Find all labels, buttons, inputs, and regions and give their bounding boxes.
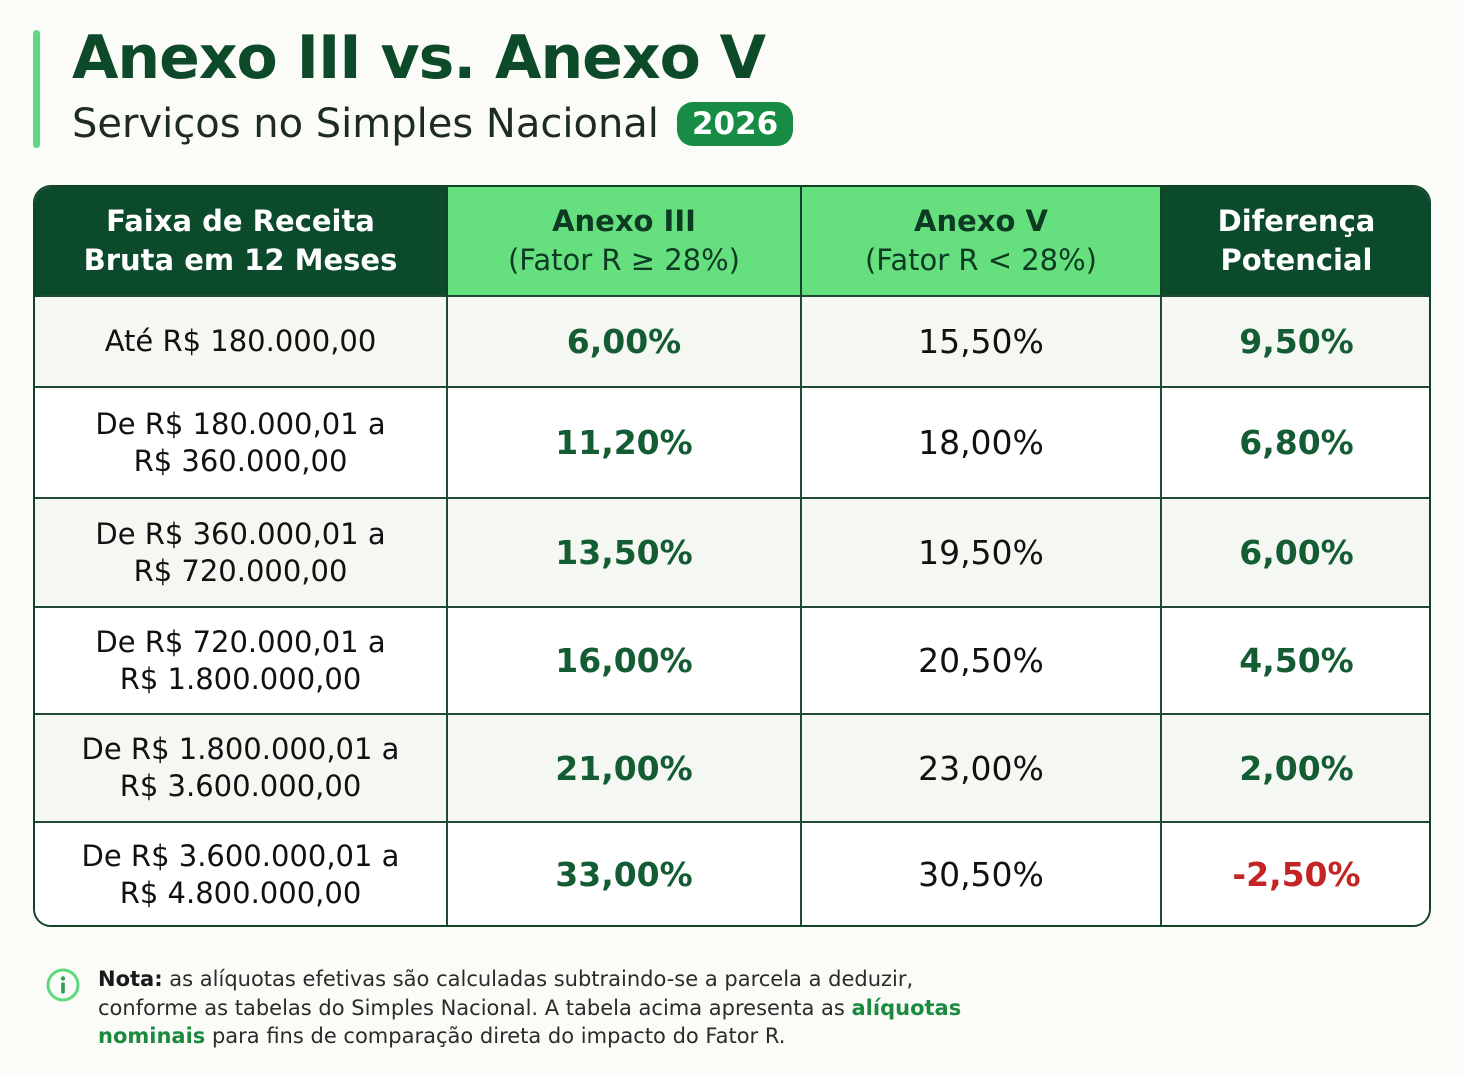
page-title: Anexo III vs. Anexo V bbox=[72, 23, 766, 93]
comparison-table: Faixa de Receita Bruta em 12 Meses Anexo… bbox=[33, 185, 1431, 927]
header-anexo-v-line1: Anexo V bbox=[914, 204, 1048, 238]
difference-cell: 6,00% bbox=[1161, 497, 1429, 607]
header-revenue-range-line2: Bruta em 12 Meses bbox=[83, 243, 398, 277]
difference-cell: 2,00% bbox=[1161, 713, 1429, 822]
revenue-range-line2: R$ 3.600.000,00 bbox=[119, 769, 362, 803]
revenue-range-cell: De R$ 720.000,01 a R$ 1.800.000,00 bbox=[35, 606, 448, 714]
difference-cell: 4,50% bbox=[1161, 606, 1429, 714]
difference-cell-negative: -2,50% bbox=[1161, 821, 1429, 925]
footnote-highlight: alíquotas nominais bbox=[98, 995, 962, 1049]
header-potential-difference-line2: Potencial bbox=[1220, 243, 1373, 277]
table-header-row: Faixa de Receita Bruta em 12 Meses Anexo… bbox=[35, 187, 1429, 296]
anexo-iii-rate-cell: 6,00% bbox=[447, 295, 802, 387]
revenue-range-cell: De R$ 360.000,01 a R$ 720.000,00 bbox=[35, 497, 448, 607]
revenue-range-line1: Até R$ 180.000,00 bbox=[104, 324, 377, 358]
revenue-range-line1: De R$ 180.000,01 a bbox=[95, 406, 386, 441]
title-accent-bar bbox=[33, 30, 40, 148]
header-revenue-range: Faixa de Receita Bruta em 12 Meses bbox=[35, 187, 448, 296]
difference-cell: 6,80% bbox=[1161, 386, 1429, 498]
anexo-iii-rate-cell: 16,00% bbox=[447, 606, 802, 714]
table-row: De R$ 180.000,01 a R$ 360.000,00 11,20% … bbox=[35, 386, 1429, 498]
table-row: De R$ 360.000,01 a R$ 720.000,00 13,50% … bbox=[35, 497, 1429, 607]
revenue-range-line1: De R$ 720.000,01 a bbox=[95, 624, 386, 659]
subtitle-row: Serviços no Simples Nacional 2026 bbox=[72, 98, 794, 150]
anexo-iii-rate-cell: 13,50% bbox=[447, 497, 802, 607]
anexo-v-rate-cell: 15,50% bbox=[801, 295, 1162, 387]
anexo-iii-rate-cell: 33,00% bbox=[447, 821, 802, 925]
page-subtitle: Serviços no Simples Nacional bbox=[72, 101, 659, 147]
year-badge: 2026 bbox=[676, 102, 794, 146]
revenue-range-line2: R$ 4.800.000,00 bbox=[119, 875, 362, 910]
revenue-range-cell: Até R$ 180.000,00 bbox=[35, 295, 448, 387]
header-anexo-v-line2: (Fator R < 28%) bbox=[864, 243, 1097, 277]
revenue-range-line2: R$ 1.800.000,00 bbox=[119, 661, 362, 696]
header-potential-difference-line1: Diferença bbox=[1217, 204, 1376, 238]
anexo-v-rate-cell: 18,00% bbox=[801, 386, 1162, 498]
info-icon bbox=[46, 968, 80, 1002]
header-anexo-iii-line2: (Fator R ≥ 28%) bbox=[507, 243, 740, 277]
anexo-iii-rate-cell: 11,20% bbox=[447, 386, 802, 498]
table-row: De R$ 720.000,01 a R$ 1.800.000,00 16,00… bbox=[35, 606, 1429, 714]
anexo-iii-rate-cell: 21,00% bbox=[447, 713, 802, 822]
header-anexo-iii-line1: Anexo III bbox=[552, 204, 696, 238]
revenue-range-line2: R$ 720.000,00 bbox=[133, 553, 348, 588]
footnote-text: Nota: as alíquotas efetivas são calculad… bbox=[98, 965, 986, 1051]
header-potential-difference: Diferença Potencial bbox=[1161, 187, 1429, 296]
revenue-range-line1: De R$ 3.600.000,01 a bbox=[81, 838, 400, 873]
table-row: De R$ 3.600.000,01 a R$ 4.800.000,00 33,… bbox=[35, 821, 1429, 925]
revenue-range-cell: De R$ 180.000,01 a R$ 360.000,00 bbox=[35, 386, 448, 498]
footnote-text-part2: para fins de comparação direta do impact… bbox=[205, 1024, 786, 1048]
anexo-v-rate-cell: 23,00% bbox=[801, 713, 1162, 822]
table-row: Até R$ 180.000,00 6,00% 15,50% 9,50% bbox=[35, 295, 1429, 387]
revenue-range-line1: De R$ 360.000,01 a bbox=[95, 516, 386, 551]
table-row: De R$ 1.800.000,01 a R$ 3.600.000,00 21,… bbox=[35, 713, 1429, 822]
footnote: Nota: as alíquotas efetivas são calculad… bbox=[46, 965, 986, 1051]
header-revenue-range-line1: Faixa de Receita bbox=[106, 204, 375, 238]
revenue-range-line1: De R$ 1.800.000,01 a bbox=[81, 732, 400, 766]
footnote-text-part1: as alíquotas efetivas são calculadas sub… bbox=[98, 967, 914, 1020]
footnote-label: Nota: bbox=[98, 967, 163, 991]
anexo-v-rate-cell: 20,50% bbox=[801, 606, 1162, 714]
header-anexo-iii: Anexo III (Fator R ≥ 28%) bbox=[447, 187, 802, 296]
header-anexo-v: Anexo V (Fator R < 28%) bbox=[801, 187, 1162, 296]
revenue-range-line2: R$ 360.000,00 bbox=[133, 443, 348, 478]
anexo-v-rate-cell: 30,50% bbox=[801, 821, 1162, 925]
revenue-range-cell: De R$ 1.800.000,01 a R$ 3.600.000,00 bbox=[35, 713, 448, 822]
revenue-range-cell: De R$ 3.600.000,01 a R$ 4.800.000,00 bbox=[35, 821, 448, 925]
difference-cell: 9,50% bbox=[1161, 295, 1429, 387]
anexo-v-rate-cell: 19,50% bbox=[801, 497, 1162, 607]
